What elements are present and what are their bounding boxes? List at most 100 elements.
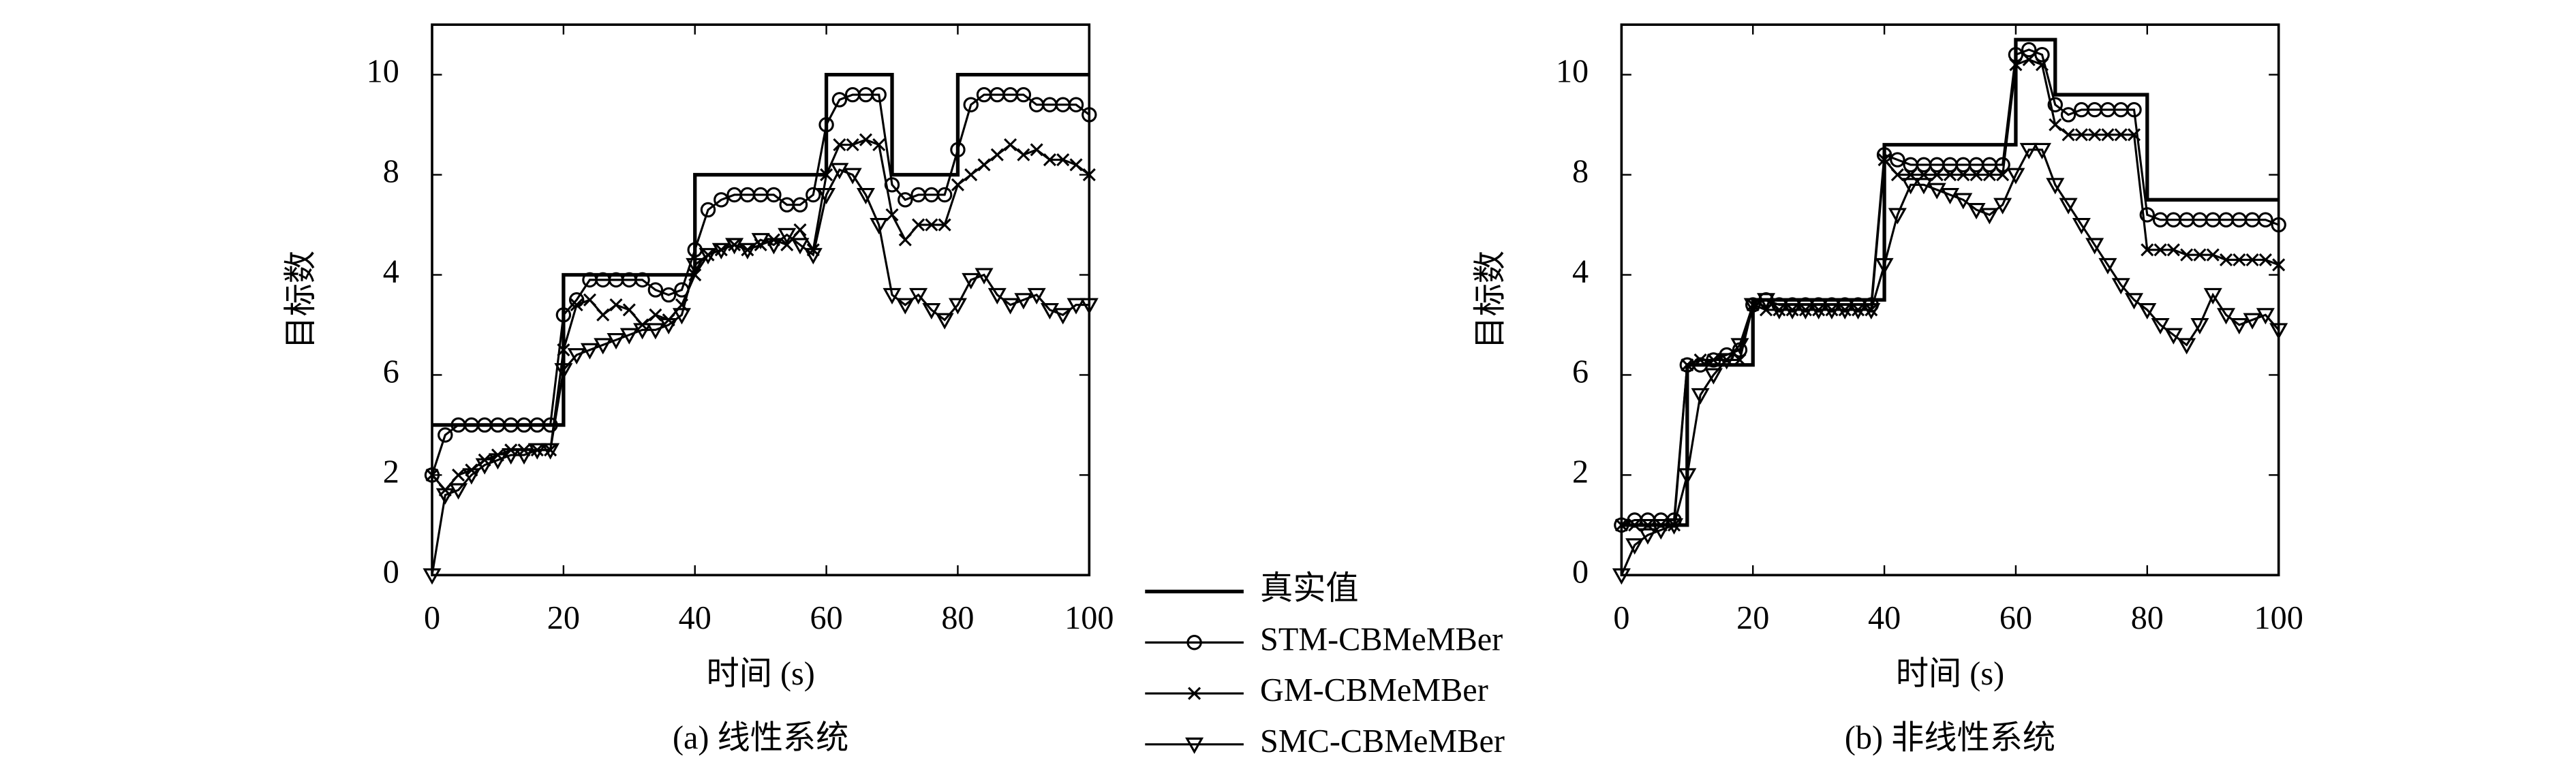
marker-circle: [818, 116, 834, 133]
marker-circle: [936, 187, 953, 203]
marker-triangle: [515, 448, 534, 465]
marker-triangle: [987, 287, 1007, 304]
marker-triangle: [502, 448, 521, 465]
legend-label: 真实值: [1260, 571, 1359, 607]
marker-x: [2193, 248, 2207, 262]
x-tick-label: 100: [2254, 600, 2303, 636]
marker-x: [1693, 353, 1707, 366]
marker-triangle: [2203, 287, 2222, 304]
marker-x: [1004, 138, 1017, 152]
x-tick-label: 80: [941, 600, 974, 636]
marker-x: [977, 158, 991, 172]
marker-x: [1957, 168, 1970, 182]
marker-circle: [2034, 47, 2050, 63]
marker-circle: [963, 97, 979, 112]
marker-circle: [1890, 152, 1905, 168]
marker-x: [2101, 128, 2115, 142]
marker-triangle: [2138, 302, 2157, 320]
marker-triangle: [2164, 328, 2183, 345]
marker-x: [898, 233, 912, 247]
marker-triangle: [1651, 523, 1670, 540]
marker-x: [1890, 168, 1904, 182]
marker-triangle: [791, 238, 810, 255]
legend-label: STM-CBMeMBer: [1260, 621, 1503, 657]
marker-triangle: [2256, 308, 2275, 325]
marker-triangle: [935, 313, 954, 330]
marker-x: [964, 168, 978, 182]
marker-x: [1017, 148, 1030, 161]
marker-x: [1030, 143, 1043, 157]
marker-triangle: [1054, 308, 1073, 325]
marker-x: [2074, 128, 2088, 142]
marker-triangle: [2072, 218, 2091, 235]
marker-triangle: [1717, 353, 1736, 370]
marker-triangle: [435, 488, 455, 505]
marker-triangle: [2098, 257, 2117, 274]
marker-triangle: [738, 242, 757, 260]
marker-x: [570, 298, 583, 312]
marker-circle: [2008, 47, 2024, 63]
plot-frame: [1620, 23, 2280, 577]
marker-triangle: [1770, 302, 1789, 320]
marker-x: [2114, 128, 2128, 142]
marker-triangle: [843, 168, 862, 185]
x-tick-label: 40: [1868, 600, 1901, 636]
marker-triangle: [711, 242, 731, 260]
marker-triangle: [922, 302, 941, 320]
marker-x: [846, 138, 859, 152]
marker-triangle: [607, 333, 626, 350]
marker-triangle: [2230, 317, 2249, 335]
marker-triangle: [817, 187, 836, 205]
marker-triangle: [1014, 293, 1033, 310]
marker-x: [1628, 518, 1642, 532]
series-line: [1621, 48, 2280, 527]
marker-triangle: [2032, 142, 2052, 159]
marker-triangle: [1678, 468, 1697, 485]
marker-x: [872, 138, 886, 152]
x-axis-label: 时间 (s): [1896, 656, 2004, 692]
marker-x: [951, 178, 964, 191]
marker-x: [1996, 168, 2010, 182]
marker-x: [1614, 518, 1628, 532]
marker-circle: [634, 272, 650, 288]
marker-triangle: [2085, 238, 2104, 255]
x-axis-label: 时间 (s): [707, 656, 815, 692]
marker-x: [583, 293, 596, 307]
marker-triangle: [764, 238, 783, 255]
y-tick-label: 0: [1572, 554, 1589, 590]
marker-triangle: [1079, 298, 1099, 315]
marker-x: [833, 138, 846, 152]
marker-x: [1069, 158, 1083, 172]
series-line: [432, 73, 1090, 427]
series-line: [431, 138, 1090, 492]
marker-triangle: [2006, 168, 2025, 185]
marker-triangle: [870, 218, 889, 235]
marker-triangle: [830, 163, 849, 180]
marker-triangle: [475, 458, 494, 475]
marker-x: [1706, 353, 1720, 366]
marker-triangle: [803, 248, 823, 265]
marker-triangle: [975, 268, 994, 285]
marker-circle: [831, 92, 848, 108]
legend-marker: [1188, 687, 1201, 700]
marker-triangle: [462, 468, 481, 485]
marker-triangle: [1001, 298, 1020, 315]
marker-triangle: [1691, 388, 1710, 405]
marker-x: [2049, 118, 2062, 131]
marker-circle: [555, 307, 572, 323]
marker-x: [1056, 153, 1070, 167]
marker-triangle: [2111, 278, 2130, 295]
marker-circle: [1015, 87, 1032, 103]
marker-triangle: [1730, 338, 1749, 355]
marker-circle: [2258, 212, 2273, 227]
marker-triangle: [1848, 302, 1868, 320]
marker-circle: [647, 282, 664, 298]
marker-triangle: [1835, 302, 1854, 320]
series-line: [431, 168, 1090, 576]
marker-x: [1733, 353, 1747, 366]
marker-x: [2141, 243, 2154, 257]
marker-circle: [2126, 101, 2142, 118]
marker-x: [925, 218, 938, 232]
marker-triangle: [895, 298, 915, 315]
legend-marker: [1186, 635, 1202, 650]
